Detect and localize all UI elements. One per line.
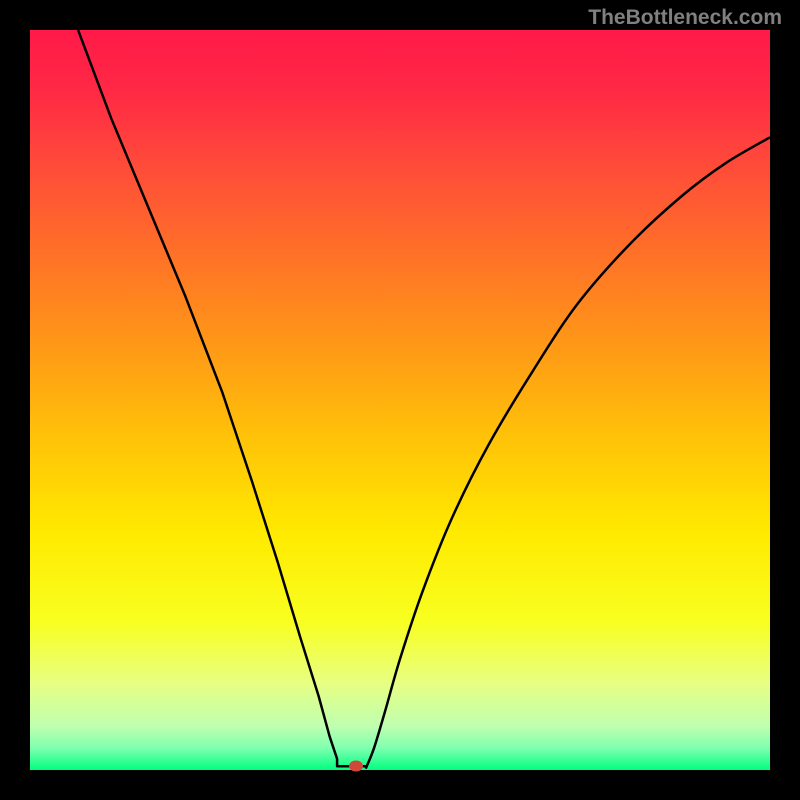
bottleneck-curve xyxy=(30,30,770,770)
optimal-point-marker xyxy=(349,761,363,772)
watermark-text: TheBottleneck.com xyxy=(588,6,782,30)
chart-plot-area xyxy=(30,30,770,770)
